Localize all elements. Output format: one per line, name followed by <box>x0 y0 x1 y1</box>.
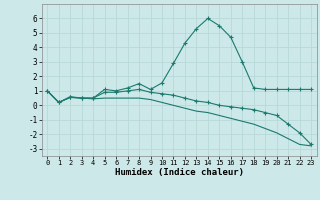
X-axis label: Humidex (Indice chaleur): Humidex (Indice chaleur) <box>115 168 244 177</box>
